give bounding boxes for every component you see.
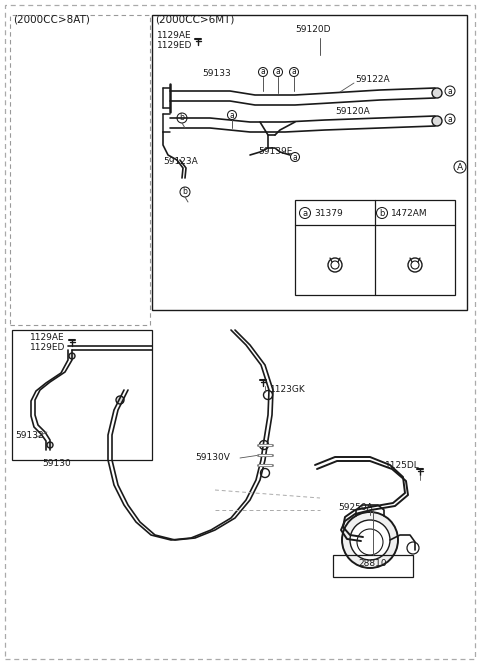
Circle shape [289, 68, 299, 76]
Circle shape [328, 258, 342, 272]
Circle shape [300, 207, 311, 218]
Text: 59120A: 59120A [335, 108, 370, 116]
Text: b: b [182, 187, 187, 197]
Text: 59250A: 59250A [338, 503, 373, 513]
Text: 59123A: 59123A [163, 157, 198, 167]
Circle shape [432, 88, 442, 98]
Circle shape [290, 153, 300, 161]
Circle shape [454, 161, 466, 173]
Text: 59139E: 59139E [258, 147, 292, 157]
Circle shape [331, 261, 339, 269]
Text: a: a [261, 68, 265, 76]
Bar [12, 330, 152, 460]
Circle shape [264, 390, 273, 400]
Circle shape [445, 114, 455, 124]
Text: 1125DL: 1125DL [385, 461, 420, 469]
Text: 31379: 31379 [314, 208, 343, 218]
Circle shape [357, 529, 383, 555]
Circle shape [261, 469, 269, 477]
Bar [333, 555, 413, 577]
Circle shape [445, 86, 455, 96]
Text: b: b [180, 114, 184, 122]
Text: a: a [276, 68, 280, 76]
Circle shape [228, 110, 237, 120]
Text: 59120D: 59120D [295, 25, 331, 35]
Circle shape [177, 113, 187, 123]
Text: a: a [448, 114, 452, 124]
Text: 59130: 59130 [42, 459, 71, 467]
Circle shape [376, 207, 387, 218]
Text: 59130V: 59130V [195, 454, 230, 463]
Circle shape [116, 396, 124, 404]
Circle shape [407, 542, 419, 554]
Bar [152, 15, 467, 310]
Text: A: A [457, 163, 463, 171]
Text: a: a [302, 208, 308, 218]
Text: 1129ED: 1129ED [157, 41, 192, 50]
Circle shape [69, 353, 75, 359]
Text: (2000CC>6MT): (2000CC>6MT) [155, 15, 234, 25]
Text: (2000CC>8AT): (2000CC>8AT) [13, 15, 90, 25]
Circle shape [260, 440, 268, 450]
Bar [10, 15, 150, 325]
Text: 1472AM: 1472AM [391, 208, 428, 218]
Text: a: a [229, 110, 234, 120]
Circle shape [180, 187, 190, 197]
Circle shape [350, 520, 390, 560]
Circle shape [408, 258, 422, 272]
Circle shape [411, 261, 419, 269]
Text: 59122A: 59122A [355, 76, 390, 84]
Text: a: a [448, 86, 452, 96]
Circle shape [274, 68, 283, 76]
Text: 1129ED: 1129ED [30, 343, 65, 353]
Text: a: a [293, 153, 298, 161]
Text: 28810: 28810 [359, 560, 387, 568]
Text: 59132: 59132 [15, 430, 44, 440]
Text: 1123GK: 1123GK [270, 386, 306, 394]
Circle shape [47, 442, 53, 448]
Bar [295, 200, 455, 295]
Text: a: a [292, 68, 296, 76]
Circle shape [432, 116, 442, 126]
Text: 1129AE: 1129AE [30, 333, 65, 341]
Text: 59133: 59133 [202, 68, 231, 78]
Text: b: b [379, 208, 384, 218]
Text: 1129AE: 1129AE [157, 31, 192, 39]
Circle shape [259, 68, 267, 76]
Circle shape [342, 512, 398, 568]
